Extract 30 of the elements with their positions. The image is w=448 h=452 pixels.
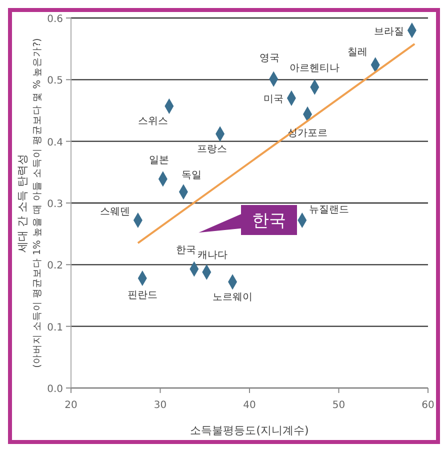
annotation: 노르웨이 [212, 292, 253, 303]
annotation: 독일 [181, 170, 202, 181]
x-tick-label: 60 [422, 400, 434, 411]
annotation: 미국 [263, 94, 284, 106]
y-tick-label: 0.4 [47, 137, 63, 148]
x-tick-label: 30 [154, 400, 167, 411]
y-tick-label: 0.0 [47, 384, 63, 395]
annotation: 한국 [252, 211, 286, 231]
annotation: 영국 [260, 53, 280, 64]
annotation: 스웨덴 [100, 206, 130, 218]
y-tick-label: 0.2 [47, 260, 63, 272]
annotation: 브라질 [374, 26, 404, 38]
y-tick-label: 0.3 [47, 199, 63, 210]
annotation: 일본 [148, 154, 169, 166]
y-tick-label: 0.5 [47, 76, 63, 87]
annotation: 핀란드 [127, 290, 158, 302]
annotation: 한국 [176, 244, 196, 256]
x-tick-label: 40 [243, 400, 256, 411]
annotation: 캐나다 [198, 250, 228, 262]
y-axis-title: 세대 간 소득 탄력성 (아버지 소득이 평균보다 1% 높을 때 아들 소득이 평균보다 몇 % 높은가?) [16, 38, 43, 368]
annotation: 스위스 [138, 116, 168, 128]
y-tick-label: 0.6 [47, 14, 63, 25]
annotation: 뉴질랜드 [309, 204, 350, 216]
y-tick-label: 0.1 [47, 322, 63, 334]
annotation: 칠레 [347, 46, 368, 58]
annotation: 아르헨티나 [290, 63, 340, 74]
x-tick-label: 20 [64, 400, 78, 411]
x-axis-title: 소득불평등도(지니계수) [190, 424, 309, 437]
annotation: 프랑스 [197, 144, 228, 155]
x-tick-label: 50 [332, 400, 346, 411]
